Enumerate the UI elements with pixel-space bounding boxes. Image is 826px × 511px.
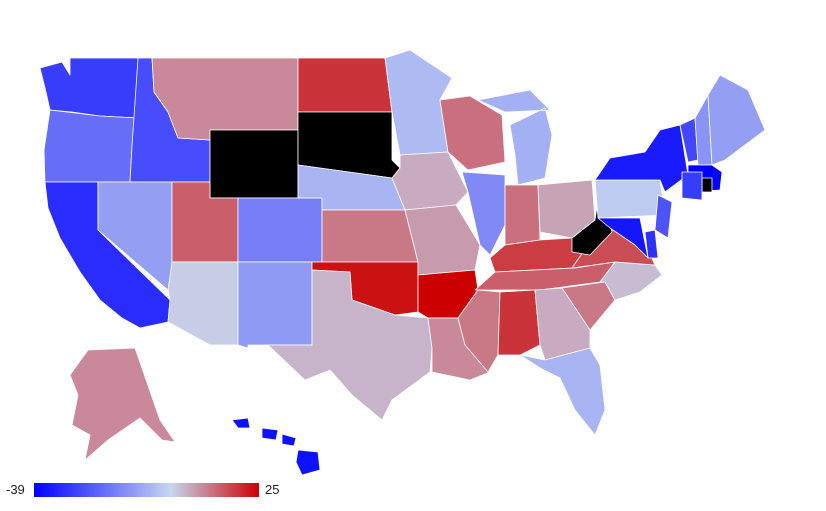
state-md bbox=[597, 217, 649, 259]
state-ak bbox=[69, 347, 176, 461]
state-ct bbox=[681, 171, 703, 201]
state-co bbox=[237, 197, 323, 263]
legend-max-label: 25 bbox=[265, 482, 280, 497]
state-pa bbox=[594, 179, 666, 219]
state-mi bbox=[477, 89, 553, 186]
state-nd bbox=[297, 57, 393, 113]
state-in bbox=[504, 184, 541, 246]
state-il bbox=[461, 171, 506, 256]
state-ia bbox=[391, 151, 469, 211]
state-nm bbox=[237, 261, 313, 349]
state-az bbox=[167, 261, 239, 346]
legend-gradient-bar bbox=[34, 483, 259, 497]
state-ri bbox=[701, 177, 713, 193]
state-ks bbox=[321, 209, 419, 263]
state-fl bbox=[519, 347, 606, 436]
state-wy bbox=[209, 129, 299, 199]
state-me bbox=[707, 74, 766, 166]
state-wa bbox=[39, 57, 139, 119]
state-al bbox=[497, 289, 541, 356]
state-nj bbox=[654, 194, 673, 239]
state-sc bbox=[561, 281, 616, 331]
state-mt bbox=[151, 57, 299, 141]
states-layer bbox=[39, 49, 766, 476]
state-wi bbox=[439, 95, 506, 171]
state-hi bbox=[231, 417, 321, 476]
state-or bbox=[43, 109, 139, 183]
state-de bbox=[644, 229, 659, 259]
legend-min-label: -39 bbox=[6, 482, 25, 497]
